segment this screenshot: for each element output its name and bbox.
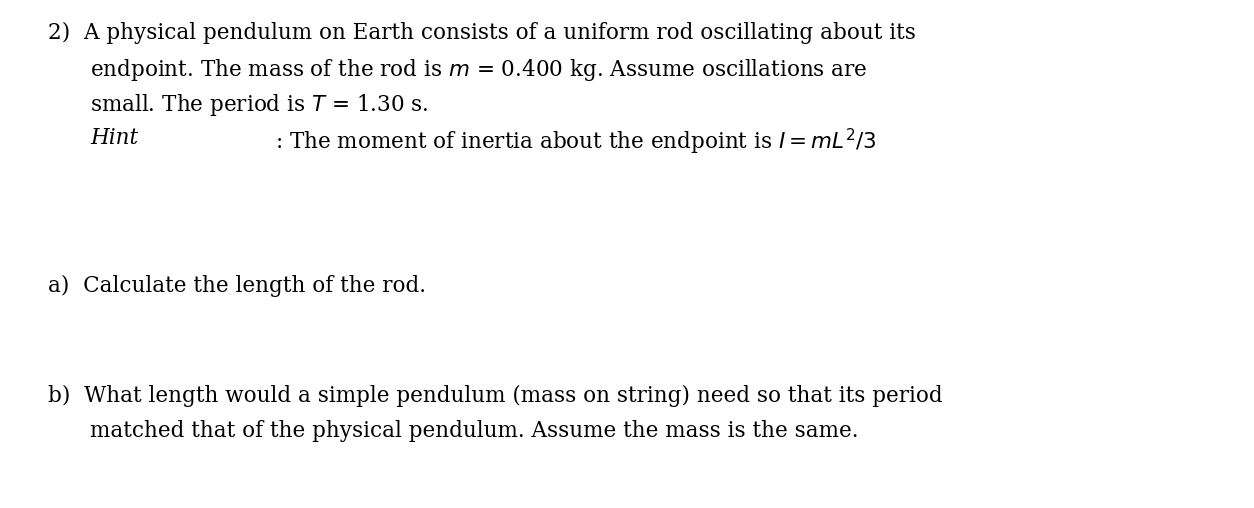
Text: : The moment of inertia about the endpoint is $I = mL^2/3$: : The moment of inertia about the endpoi… bbox=[275, 127, 877, 157]
Text: b)  What length would a simple pendulum (mass on string) need so that its period: b) What length would a simple pendulum (… bbox=[48, 385, 943, 407]
Text: a)  Calculate the length of the rod.: a) Calculate the length of the rod. bbox=[48, 275, 426, 297]
Text: small. The period is $T$ = 1.30 s.: small. The period is $T$ = 1.30 s. bbox=[90, 92, 429, 118]
Text: matched that of the physical pendulum. Assume the mass is the same.: matched that of the physical pendulum. A… bbox=[90, 420, 859, 442]
Text: Hint: Hint bbox=[90, 127, 138, 149]
Text: endpoint. The mass of the rod is $m$ = 0.400 kg. Assume oscillations are: endpoint. The mass of the rod is $m$ = 0… bbox=[90, 57, 868, 83]
Text: 2)  A physical pendulum on Earth consists of a uniform rod oscillating about its: 2) A physical pendulum on Earth consists… bbox=[48, 22, 915, 44]
